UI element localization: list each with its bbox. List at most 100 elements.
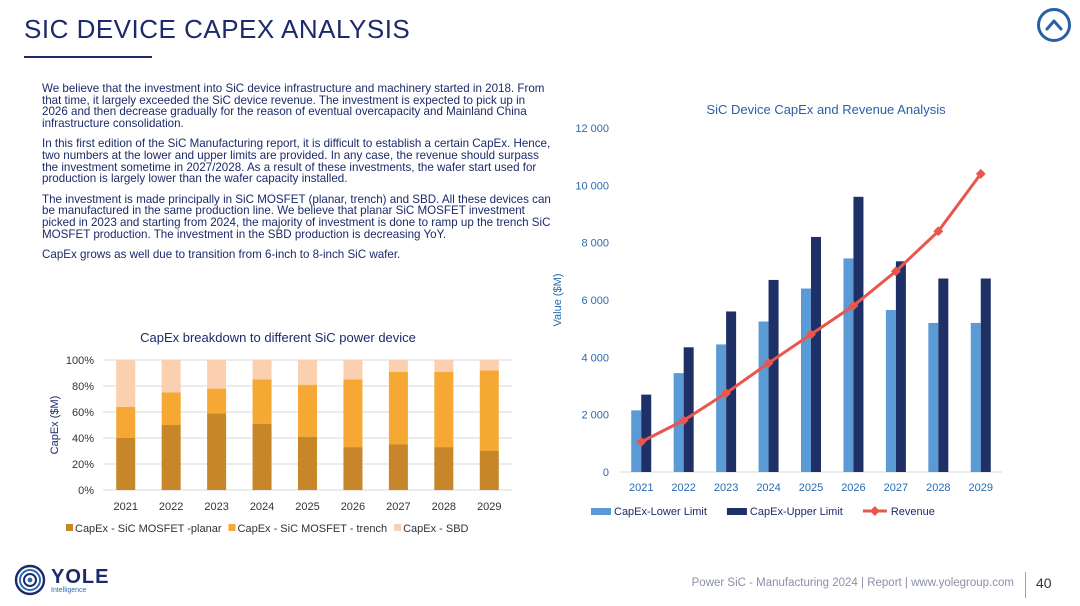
bar-segment (161, 425, 181, 490)
bar (768, 279, 779, 472)
y-axis-label: CapEx ($M) (49, 396, 61, 455)
bar-segment (298, 384, 317, 437)
bar-segment (343, 379, 363, 448)
bar (683, 347, 694, 472)
legend-marker (869, 506, 880, 516)
x-tick-label: 2027 (884, 482, 908, 494)
x-tick-label: 2028 (926, 482, 950, 494)
legend-label: CapEx-Upper Limit (750, 506, 843, 518)
y-tick-label: 20% (72, 459, 94, 471)
bar-segment (434, 371, 454, 448)
bar-segment (116, 438, 136, 490)
legend-swatch (228, 524, 236, 531)
x-tick-label: 2022 (671, 482, 695, 494)
scroll-up-button[interactable] (1037, 8, 1071, 42)
title-underline (24, 56, 152, 58)
paragraph: CapEx grows as well due to transition fr… (42, 248, 401, 262)
revenue-marker (933, 226, 944, 237)
y-tick-label: 4 000 (581, 352, 609, 364)
footer-text: Power SiC - Manufacturing 2024 | Report … (691, 577, 1014, 589)
bar-segment (388, 371, 408, 445)
page-title: SIC DEVICE CAPEX ANALYSIS (24, 14, 411, 44)
legend-label: CapEx - SiC MOSFET - trench (238, 523, 388, 535)
y-tick-label: 0 (603, 467, 609, 479)
bar (801, 288, 811, 472)
legend-swatch (66, 524, 73, 531)
bar-segment (388, 444, 408, 490)
bar-segment (343, 360, 363, 380)
paragraph: We believe that the investment into SiC … (42, 82, 545, 130)
bar (885, 310, 896, 472)
bar (938, 278, 949, 472)
bar-segment (479, 360, 499, 371)
x-tick-label: 2029 (477, 501, 501, 513)
footer-divider (1025, 572, 1026, 598)
y-tick-label: 40% (72, 433, 94, 445)
bar (980, 278, 991, 472)
bar (641, 394, 652, 472)
bar-segment (116, 406, 136, 438)
x-tick-label: 2022 (159, 501, 183, 513)
yole-logo[interactable]: YOLE Intelligence (14, 564, 109, 596)
logo-subtitle: Intelligence (51, 586, 87, 594)
bar-segment (116, 360, 136, 407)
revenue-marker (636, 436, 647, 447)
revenue-marker (890, 266, 901, 277)
bar-segment (298, 436, 317, 490)
bar (631, 410, 642, 472)
x-tick-label: 2028 (432, 501, 456, 513)
legend-swatch (726, 508, 747, 515)
paragraph: The investment is made principally in Si… (42, 192, 551, 241)
bar-segment (207, 388, 227, 414)
legend-swatch (394, 524, 402, 531)
x-tick-label: 2023 (204, 501, 228, 513)
paragraph: In this first edition of the SiC Manufac… (42, 137, 551, 186)
bar (716, 344, 727, 472)
bar-segment (207, 413, 227, 490)
revenue-marker (848, 300, 859, 311)
bar-segment (161, 392, 181, 425)
y-tick-label: 60% (72, 407, 94, 419)
bar (895, 261, 906, 472)
bar-segment (479, 451, 499, 490)
legend-label: CapEx - SiC MOSFET -planar (75, 523, 222, 535)
x-tick-label: 2025 (295, 501, 319, 513)
revenue-marker (721, 388, 732, 399)
body-text: We believe that the investment into SiC … (42, 83, 554, 270)
x-tick-label: 2021 (629, 482, 653, 494)
bar-segment (252, 379, 272, 424)
revenue-marker (678, 415, 689, 426)
legend-swatch (591, 508, 611, 515)
bar (928, 322, 939, 472)
revenue-marker (975, 168, 986, 179)
bar (811, 236, 821, 472)
x-tick-label: 2026 (341, 501, 365, 513)
x-tick-label: 2025 (799, 482, 823, 494)
bar-segment (388, 360, 408, 372)
revenue-marker (806, 329, 816, 340)
y-tick-label: 6 000 (581, 295, 609, 307)
yole-logo-icon (14, 564, 46, 596)
y-tick-label: 100% (66, 355, 94, 367)
y-tick-label: 8 000 (581, 238, 609, 250)
y-tick-label: 2 000 (581, 410, 609, 422)
bar (758, 321, 769, 472)
x-tick-label: 2021 (113, 501, 137, 513)
x-tick-label: 2024 (756, 482, 780, 494)
x-tick-label: 2027 (386, 501, 410, 513)
y-tick-label: 10 000 (575, 180, 609, 192)
bar-segment (343, 447, 363, 490)
page-number: 40 (1036, 575, 1052, 591)
bar-segment (207, 360, 227, 389)
bar (843, 258, 854, 472)
chart-title: SiC Device CapEx and Revenue Analysis (706, 102, 946, 117)
bar-segment (252, 423, 272, 490)
y-tick-label: 80% (72, 381, 94, 393)
revenue-marker (763, 358, 774, 369)
bar-segment (479, 370, 499, 451)
legend-label: CapEx-Lower Limit (614, 506, 707, 518)
legend-label: Revenue (891, 506, 935, 518)
chart-title: CapEx breakdown to different SiC power d… (140, 330, 416, 345)
bar-segment (252, 360, 272, 380)
bar-segment (298, 360, 317, 385)
